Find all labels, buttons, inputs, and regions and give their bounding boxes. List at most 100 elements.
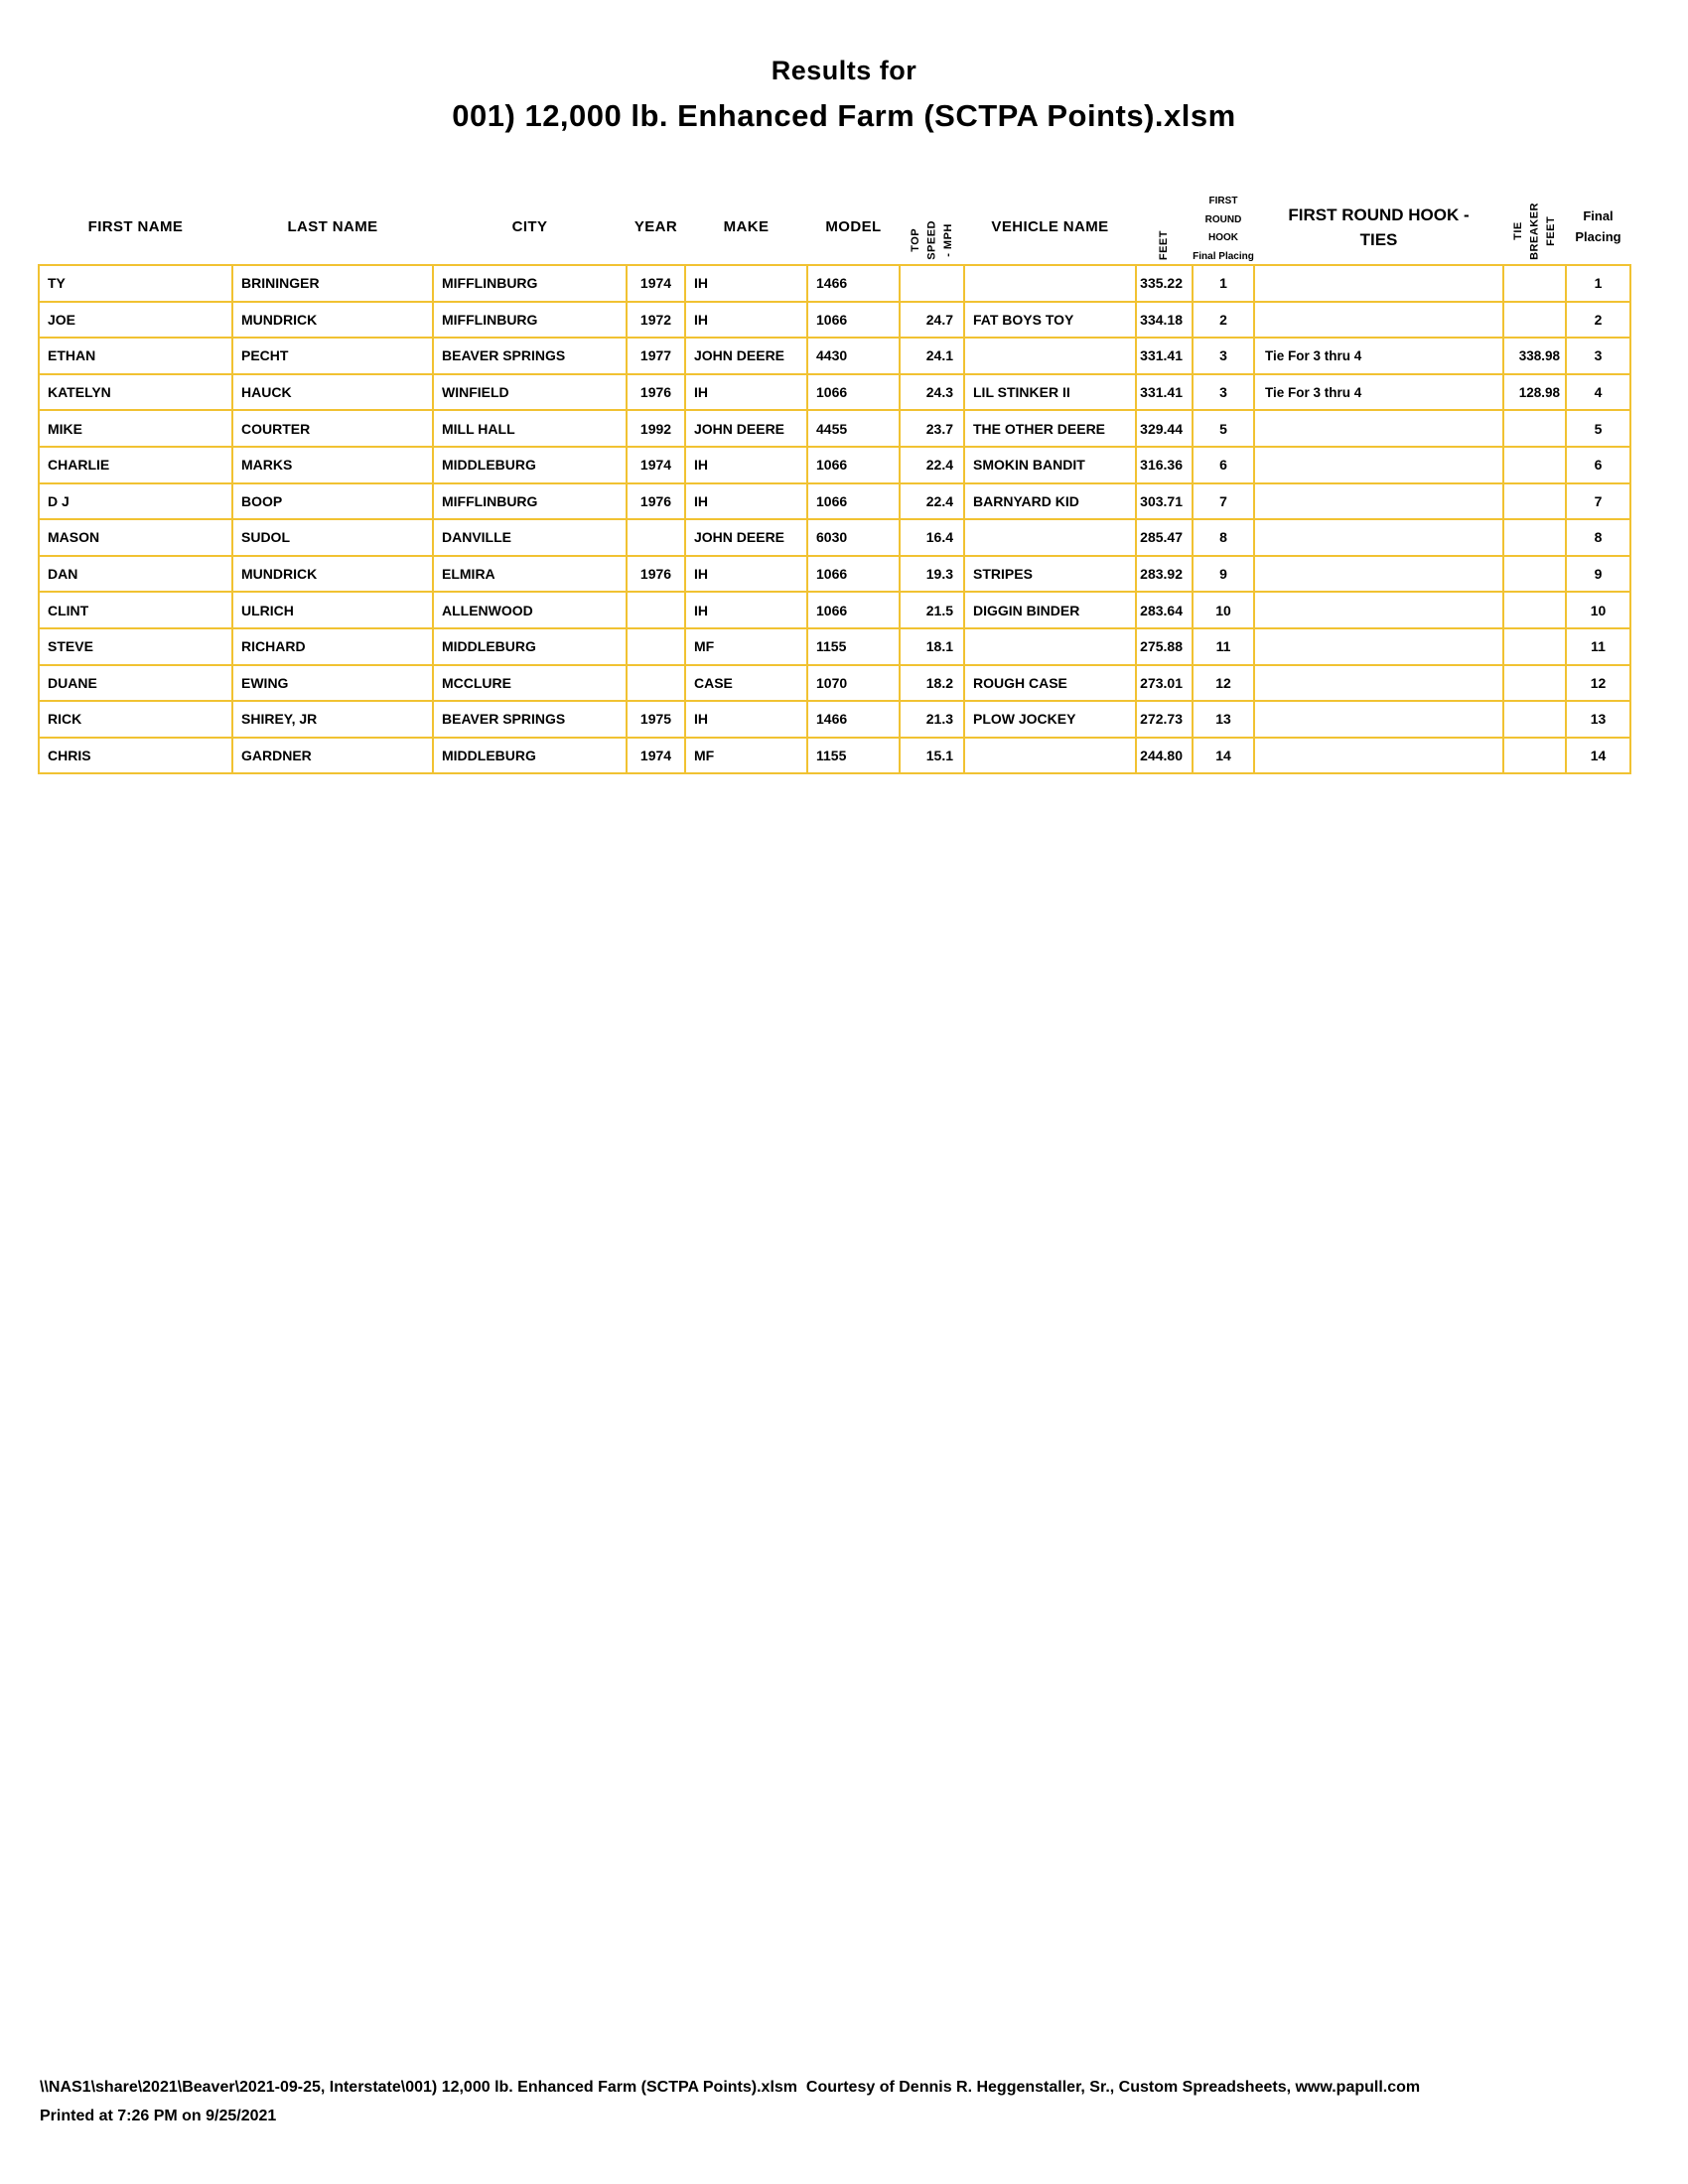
footer-file-path: \\NAS1\share\2021\Beaver\2021-09-25, Int… [40,2079,1421,2096]
cell-first-round-hook-placing: 14 [1192,736,1255,775]
cell-city: MIDDLEBURG [432,626,628,666]
column-header-vehicle-name: VEHICLE NAME [991,218,1109,235]
cell-first-name: KATELYN [38,372,233,412]
cell-top-speed: 19.3 [899,554,965,594]
cell-top-speed: 18.1 [899,626,965,666]
cell-ties [1253,736,1504,775]
cell-last-name: BRININGER [231,264,434,303]
cell-first-name: MIKE [38,409,233,448]
cell-city: ALLENWOOD [432,591,628,629]
table-row: STEVE RICHARD MIDDLEBURG MF 1155 18.1 27… [38,626,1631,666]
cell-ties: Tie For 3 thru 4 [1253,372,1504,412]
cell-tie-breaker-feet [1502,700,1567,739]
cell-year [626,518,686,557]
cell-model: 1066 [806,372,901,412]
cell-tie-breaker-feet [1502,481,1567,521]
cell-final-placing: 12 [1565,663,1631,703]
cell-top-speed: 18.2 [899,663,965,703]
cell-city: MIFFLINBURG [432,481,628,521]
cell-final-placing: 3 [1565,337,1631,375]
cell-top-speed: 24.7 [899,300,965,340]
cell-first-round-hook-placing: 2 [1192,300,1255,340]
cell-top-speed: 24.1 [899,337,965,375]
cell-first-name: MASON [38,518,233,557]
cell-tie-breaker-feet [1502,626,1567,666]
results-table: FIRST NAME LAST NAME CITY YEAR MAKE MODE… [38,191,1631,775]
table-row: CLINT ULRICH ALLENWOOD IH 1066 21.5 DIGG… [38,591,1631,629]
cell-last-name: COURTER [231,409,434,448]
cell-make: JOHN DEERE [684,409,808,448]
cell-make: MF [684,626,808,666]
cell-first-round-hook-placing: 6 [1192,445,1255,484]
cell-vehicle-name: SMOKIN BANDIT [963,445,1137,484]
cell-feet: 283.64 [1135,591,1194,629]
footer-printed-timestamp: Printed at 7:26 PM on 9/25/2021 [40,2108,277,2124]
cell-make: JOHN DEERE [684,518,808,557]
cell-feet: 331.41 [1135,372,1194,412]
cell-city: BEAVER SPRINGS [432,337,628,375]
cell-tie-breaker-feet [1502,264,1567,303]
cell-tie-breaker-feet [1502,663,1567,703]
column-header-tie-breaker-feet: TIE BREAKER FEET [1511,203,1557,260]
cell-model: 4430 [806,337,901,375]
cell-final-placing: 6 [1565,445,1631,484]
page-footer: \\NAS1\share\2021\Beaver\2021-09-25, Int… [40,2079,1420,2125]
cell-year: 1976 [626,372,686,412]
column-header-last-name: LAST NAME [287,218,378,235]
cell-make: CASE [684,663,808,703]
cell-year: 1976 [626,481,686,521]
cell-city: MIFFLINBURG [432,300,628,340]
cell-last-name: SUDOL [231,518,434,557]
cell-vehicle-name [963,626,1137,666]
cell-city: DANVILLE [432,518,628,557]
cell-vehicle-name: DIGGIN BINDER [963,591,1137,629]
cell-final-placing: 2 [1565,300,1631,340]
cell-model: 6030 [806,518,901,557]
cell-top-speed: 24.3 [899,372,965,412]
cell-ties [1253,409,1504,448]
cell-model: 1466 [806,264,901,303]
cell-year: 1992 [626,409,686,448]
cell-vehicle-name [963,264,1137,303]
cell-make: IH [684,700,808,739]
results-table-container: FIRST NAME LAST NAME CITY YEAR MAKE MODE… [38,191,1631,775]
cell-top-speed: 21.5 [899,591,965,629]
cell-city: MIFFLINBURG [432,264,628,303]
cell-model: 1070 [806,663,901,703]
cell-year: 1976 [626,554,686,594]
cell-ties [1253,518,1504,557]
table-row: KATELYN HAUCK WINFIELD 1976 IH 1066 24.3… [38,372,1631,412]
cell-year [626,663,686,703]
cell-ties [1253,591,1504,629]
cell-vehicle-name [963,337,1137,375]
cell-ties: Tie For 3 thru 4 [1253,337,1504,375]
cell-feet: 316.36 [1135,445,1194,484]
report-title-block: Results for 001) 12,000 lb. Enhanced Far… [0,56,1688,134]
table-row: JOE MUNDRICK MIFFLINBURG 1972 IH 1066 24… [38,300,1631,340]
cell-final-placing: 13 [1565,700,1631,739]
cell-model: 1466 [806,700,901,739]
cell-tie-breaker-feet [1502,445,1567,484]
cell-model: 1155 [806,626,901,666]
column-header-feet: FEET [1158,229,1171,260]
cell-year: 1972 [626,300,686,340]
results-table-body: TY BRININGER MIFFLINBURG 1974 IH 1466 33… [38,264,1631,775]
cell-vehicle-name [963,736,1137,775]
cell-feet: 334.18 [1135,300,1194,340]
cell-ties [1253,264,1504,303]
cell-make: IH [684,445,808,484]
cell-make: MF [684,736,808,775]
table-row: D J BOOP MIFFLINBURG 1976 IH 1066 22.4 B… [38,481,1631,521]
cell-first-round-hook-placing: 5 [1192,409,1255,448]
cell-model: 4455 [806,409,901,448]
cell-final-placing: 7 [1565,481,1631,521]
cell-year: 1974 [626,445,686,484]
cell-vehicle-name: LIL STINKER II [963,372,1137,412]
column-header-ties: FIRST ROUND HOOK - TIES [1288,205,1470,250]
column-header-city: CITY [511,218,548,235]
cell-tie-breaker-feet [1502,409,1567,448]
table-row: MIKE COURTER MILL HALL 1992 JOHN DEERE 4… [38,409,1631,448]
cell-first-name: CHRIS [38,736,233,775]
cell-city: MIDDLEBURG [432,445,628,484]
